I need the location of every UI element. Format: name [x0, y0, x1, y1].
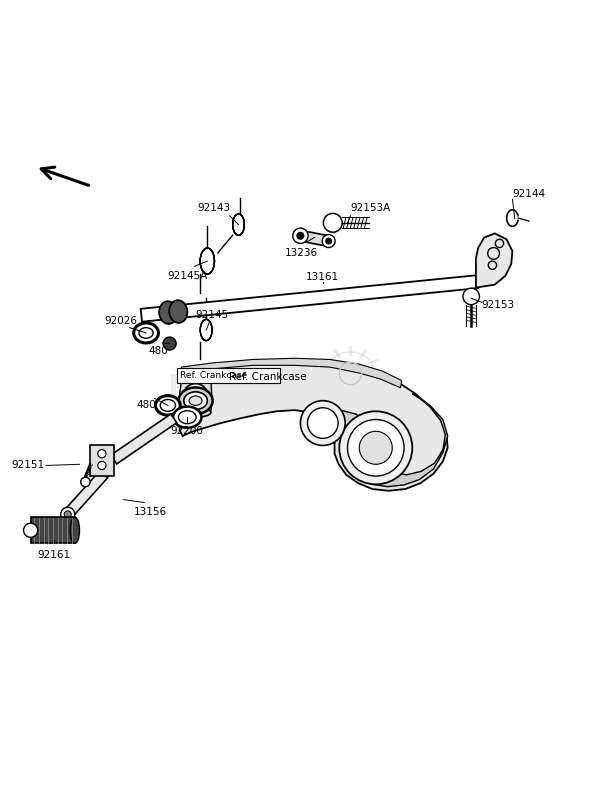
Circle shape	[61, 507, 75, 522]
Ellipse shape	[189, 396, 202, 405]
Circle shape	[98, 450, 106, 458]
Circle shape	[488, 248, 499, 260]
Text: 92153: 92153	[482, 300, 515, 310]
Ellipse shape	[139, 328, 153, 338]
Ellipse shape	[184, 392, 207, 410]
Polygon shape	[299, 231, 330, 246]
Ellipse shape	[180, 374, 211, 384]
Text: 92151: 92151	[11, 460, 44, 471]
Circle shape	[339, 411, 412, 484]
Text: 480: 480	[148, 347, 168, 356]
Circle shape	[293, 228, 308, 244]
Text: Ref. Crankcase: Ref. Crankcase	[180, 372, 247, 380]
Circle shape	[98, 461, 106, 470]
Circle shape	[359, 431, 392, 464]
Ellipse shape	[173, 407, 201, 427]
Ellipse shape	[134, 323, 158, 343]
Polygon shape	[141, 275, 478, 322]
Text: 92144: 92144	[512, 189, 545, 199]
Polygon shape	[111, 414, 177, 464]
Text: 92145: 92145	[196, 310, 229, 320]
Ellipse shape	[178, 388, 213, 414]
Ellipse shape	[188, 388, 203, 401]
Polygon shape	[180, 361, 448, 491]
Text: 92200: 92200	[171, 426, 204, 436]
Polygon shape	[181, 358, 402, 388]
Ellipse shape	[70, 517, 80, 543]
Ellipse shape	[178, 411, 196, 423]
Text: Ref. Crankcase: Ref. Crankcase	[229, 372, 306, 382]
Text: Partsrepublik: Partsrepublik	[167, 373, 399, 402]
Ellipse shape	[155, 396, 180, 415]
Text: 92143: 92143	[197, 204, 230, 213]
Text: 13161: 13161	[306, 272, 339, 282]
Ellipse shape	[159, 301, 177, 324]
Circle shape	[300, 400, 345, 445]
Ellipse shape	[184, 384, 207, 406]
Text: 480: 480	[136, 400, 156, 410]
Ellipse shape	[169, 300, 187, 323]
Polygon shape	[180, 379, 212, 414]
Polygon shape	[64, 471, 108, 518]
Circle shape	[24, 523, 38, 537]
Text: 13236: 13236	[285, 248, 318, 257]
Circle shape	[348, 419, 404, 476]
Polygon shape	[90, 445, 114, 476]
Circle shape	[323, 213, 342, 233]
Circle shape	[163, 337, 176, 350]
Text: 92145A: 92145A	[167, 271, 207, 281]
Polygon shape	[324, 394, 448, 487]
Polygon shape	[31, 517, 75, 543]
Text: 92153A: 92153A	[350, 204, 391, 213]
Circle shape	[495, 239, 504, 248]
Bar	[177, 368, 280, 383]
Circle shape	[297, 233, 304, 239]
Circle shape	[488, 261, 497, 269]
Text: 13156: 13156	[134, 507, 167, 517]
Circle shape	[463, 288, 479, 304]
Circle shape	[322, 235, 335, 248]
Text: 92161: 92161	[38, 550, 71, 559]
Circle shape	[326, 238, 332, 244]
Circle shape	[64, 511, 71, 518]
Ellipse shape	[160, 400, 176, 411]
Circle shape	[307, 407, 338, 439]
Polygon shape	[476, 233, 512, 288]
Circle shape	[81, 477, 90, 487]
Text: 92026: 92026	[104, 316, 137, 326]
Ellipse shape	[180, 407, 211, 417]
